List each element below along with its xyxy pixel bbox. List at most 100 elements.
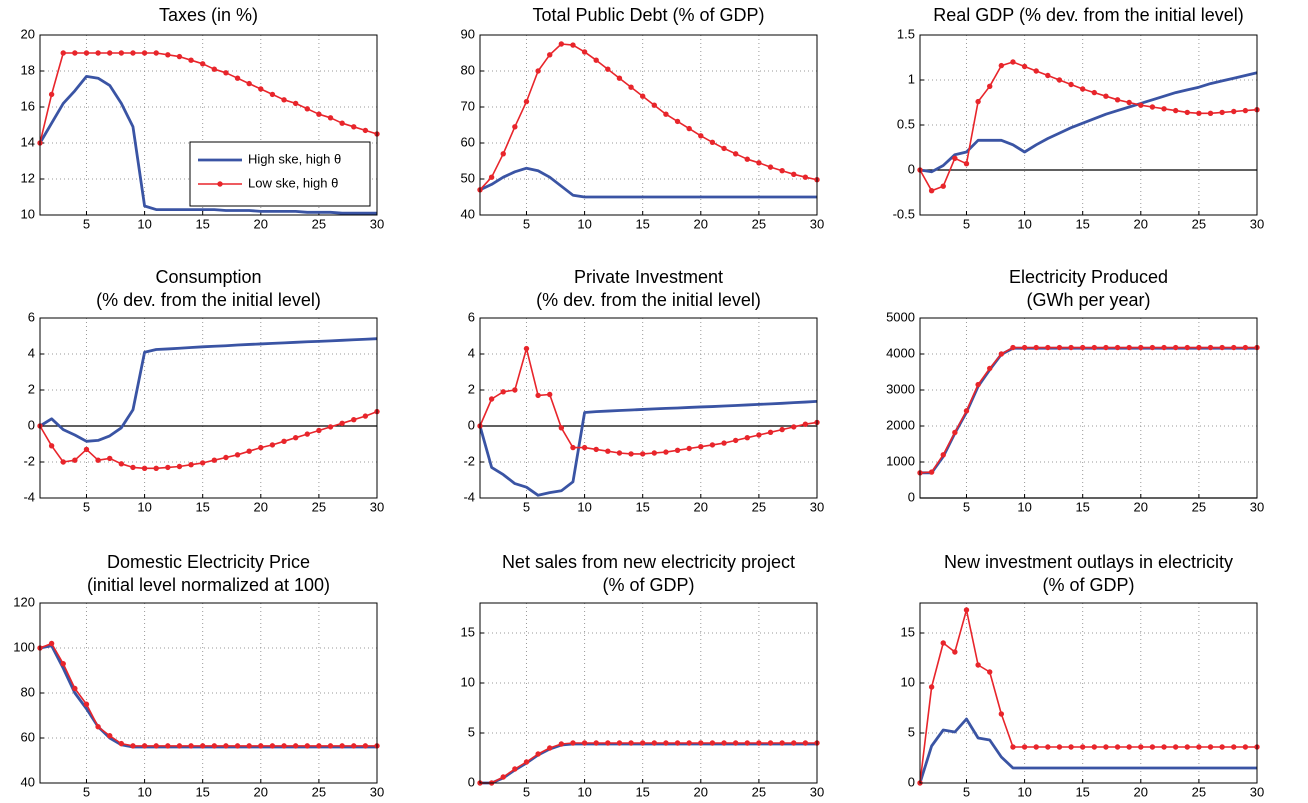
marker bbox=[1114, 744, 1121, 750]
plot-area bbox=[480, 603, 817, 783]
marker bbox=[651, 450, 658, 456]
marker bbox=[339, 120, 345, 126]
marker bbox=[95, 50, 101, 56]
marker bbox=[362, 413, 369, 419]
series-line bbox=[38, 75, 377, 215]
marker bbox=[791, 740, 797, 746]
y-tick-label: 4 bbox=[28, 345, 35, 360]
plot-frame bbox=[479, 602, 818, 784]
marker bbox=[362, 127, 369, 134]
marker bbox=[998, 62, 1005, 69]
marker bbox=[176, 463, 183, 470]
marker bbox=[258, 86, 264, 92]
marker bbox=[952, 429, 958, 436]
x-tick-label: 5 bbox=[523, 499, 530, 514]
x-tick-label: 15 bbox=[1075, 499, 1089, 514]
marker bbox=[674, 447, 681, 453]
marker bbox=[651, 740, 658, 746]
marker bbox=[269, 442, 276, 448]
marker bbox=[1114, 97, 1121, 103]
y-tick-label: 0 bbox=[908, 489, 915, 504]
marker bbox=[188, 462, 194, 468]
marker bbox=[975, 662, 981, 668]
marker bbox=[141, 465, 148, 471]
marker bbox=[1114, 344, 1121, 351]
marker bbox=[732, 151, 739, 157]
y-tick-label: 2 bbox=[28, 381, 35, 396]
y-tick-label: 80 bbox=[461, 62, 475, 77]
x-tick-label: 10 bbox=[1017, 499, 1031, 514]
marker bbox=[535, 392, 541, 399]
y-tick-label: 20 bbox=[21, 26, 35, 41]
x-tick-label: 5 bbox=[83, 499, 90, 514]
chart-subtitle: (% dev. from the initial level) bbox=[536, 290, 761, 310]
marker bbox=[130, 50, 136, 56]
marker bbox=[304, 106, 310, 112]
x-tick-label: 30 bbox=[810, 216, 824, 231]
marker bbox=[940, 640, 946, 646]
marker bbox=[1091, 744, 1098, 750]
marker bbox=[639, 740, 646, 746]
marker bbox=[791, 424, 797, 430]
marker bbox=[48, 640, 55, 647]
marker bbox=[246, 80, 252, 87]
marker bbox=[165, 52, 171, 58]
marker bbox=[60, 50, 66, 56]
legend-marker bbox=[217, 181, 223, 187]
x-tick-label: 10 bbox=[1017, 216, 1031, 231]
marker bbox=[1068, 344, 1074, 351]
marker bbox=[802, 174, 809, 180]
marker bbox=[1033, 344, 1039, 351]
x-tick-label: 5 bbox=[523, 216, 530, 231]
y-tick-label: 5 bbox=[908, 724, 915, 739]
marker bbox=[1184, 344, 1190, 351]
series-line bbox=[39, 337, 378, 443]
marker bbox=[351, 743, 357, 749]
marker bbox=[488, 174, 495, 180]
marker bbox=[767, 164, 774, 170]
marker bbox=[963, 161, 970, 167]
marker bbox=[512, 387, 518, 393]
y-tick-label: 2000 bbox=[886, 417, 915, 432]
marker bbox=[975, 381, 981, 388]
x-tick-label: 10 bbox=[577, 784, 591, 799]
marker bbox=[281, 97, 287, 103]
marker bbox=[558, 41, 565, 47]
plot-area bbox=[920, 318, 1257, 498]
marker bbox=[744, 740, 750, 746]
marker bbox=[351, 417, 357, 423]
marker bbox=[523, 345, 530, 352]
marker bbox=[188, 743, 194, 749]
legend-label: High ske, high θ bbox=[248, 151, 341, 166]
marker bbox=[500, 151, 506, 157]
marker bbox=[1161, 106, 1167, 112]
marker bbox=[628, 84, 634, 90]
marker bbox=[60, 459, 66, 465]
marker bbox=[686, 740, 692, 746]
y-tick-label: 100 bbox=[13, 639, 35, 654]
marker bbox=[211, 743, 218, 749]
marker bbox=[316, 743, 322, 749]
marker bbox=[1149, 104, 1156, 110]
marker bbox=[1079, 86, 1086, 92]
marker bbox=[292, 743, 299, 749]
marker bbox=[616, 740, 623, 746]
marker bbox=[1242, 744, 1249, 750]
marker bbox=[1091, 344, 1098, 351]
x-tick-label: 20 bbox=[1134, 216, 1148, 231]
marker bbox=[83, 50, 90, 56]
y-tick-label: 4 bbox=[468, 345, 475, 360]
y-tick-label: 16 bbox=[21, 98, 35, 113]
marker bbox=[523, 98, 530, 105]
y-tick-label: 3000 bbox=[886, 381, 915, 396]
marker bbox=[1207, 744, 1214, 750]
marker bbox=[304, 431, 310, 437]
marker bbox=[223, 70, 229, 76]
chart-title: Consumption bbox=[155, 267, 261, 287]
panel: Electricity Produced (GWh per year) 0 1000 2… bbox=[886, 267, 1264, 515]
y-tick-label: 2 bbox=[468, 381, 475, 396]
x-tick-label: 15 bbox=[635, 499, 649, 514]
y-tick-label: 1 bbox=[908, 71, 915, 86]
marker bbox=[732, 740, 739, 746]
marker bbox=[721, 145, 727, 152]
